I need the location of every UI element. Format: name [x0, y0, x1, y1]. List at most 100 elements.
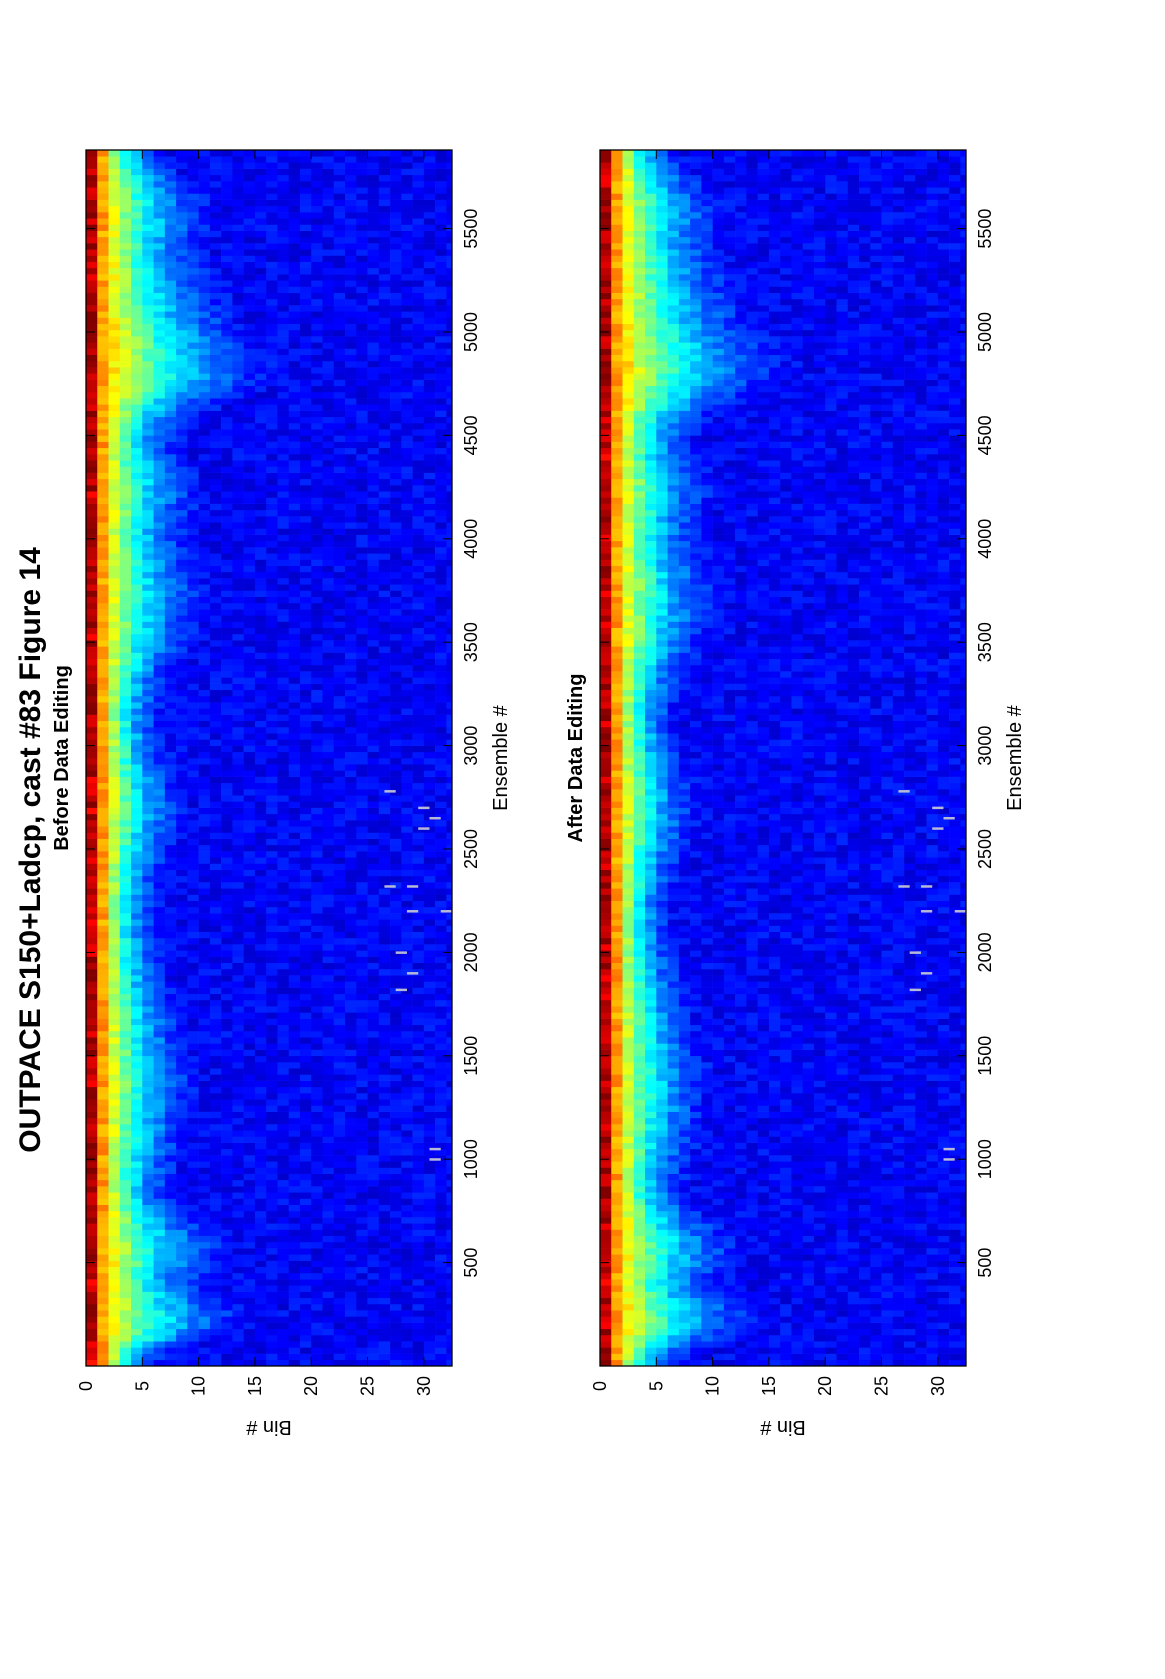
heatmap-cell [254, 1359, 267, 1367]
heatmap-cell [266, 1086, 278, 1094]
heatmap-cell [435, 466, 447, 473]
heatmap-cell [333, 906, 346, 914]
heatmap-cell [356, 925, 368, 933]
heatmap-cell [254, 807, 267, 815]
heatmap-cell [367, 534, 380, 542]
heatmap-cell [401, 540, 413, 548]
heatmap-cell [221, 1285, 233, 1292]
heatmap-cell [97, 1229, 109, 1237]
heatmap-cell [435, 1186, 447, 1193]
heatmap-cell [164, 1186, 177, 1193]
heatmap-cell [412, 1334, 425, 1342]
heatmap-cell [232, 993, 244, 1001]
heatmap-cell [119, 1173, 132, 1181]
heatmap-cell [345, 1279, 357, 1286]
heatmap-cell [356, 547, 368, 554]
heatmap-cell [390, 1266, 402, 1274]
heatmap-cell [311, 1030, 323, 1038]
heatmap-cell [333, 689, 346, 697]
heatmap-cell [86, 702, 98, 709]
heatmap-cell [221, 720, 233, 728]
heatmap-cell [131, 937, 143, 945]
heatmap-cell [243, 1241, 256, 1249]
heatmap-cell [299, 584, 312, 591]
heatmap-cell [322, 633, 335, 641]
heatmap-cell [131, 726, 143, 734]
heatmap-cell [367, 863, 380, 870]
heatmap-cell [164, 571, 177, 579]
heatmap-cell [131, 1204, 143, 1212]
heatmap-cell [277, 615, 290, 622]
heatmap-cell [299, 1341, 312, 1348]
heatmap-cell [333, 497, 346, 504]
heatmap-cell [277, 491, 290, 498]
heatmap-cell [97, 429, 109, 436]
heatmap-cell [153, 522, 166, 529]
heatmap-cell [345, 1241, 357, 1249]
heatmap-cell [164, 671, 177, 678]
heatmap-cell [333, 863, 346, 870]
heatmap-cell [299, 1223, 312, 1230]
heatmap-cell [187, 1080, 199, 1088]
heatmap-cell [277, 633, 290, 641]
heatmap-cell [333, 764, 346, 771]
heatmap-cell [311, 1012, 323, 1019]
heatmap-cell [322, 1217, 335, 1224]
heatmap-cell [345, 447, 357, 455]
heatmap-cell [401, 1328, 413, 1336]
heatmap-cell [345, 795, 357, 802]
heatmap-cell [423, 1099, 436, 1106]
heatmap-cell [198, 497, 211, 504]
heatmap-cell [390, 1179, 402, 1187]
heatmap-cell [401, 851, 413, 858]
heatmap-cell [131, 1210, 143, 1218]
heatmap-cell [299, 640, 312, 647]
heatmap-cell [412, 838, 425, 846]
heatmap-cell [288, 1037, 301, 1044]
heatmap-cell [299, 1297, 312, 1305]
heatmap-cell [299, 1124, 312, 1131]
heatmap-cell [333, 485, 346, 492]
heatmap-cell [108, 987, 121, 995]
heatmap-cell [232, 1024, 244, 1032]
heatmap-cell [356, 993, 368, 1001]
heatmap-cell [176, 1012, 188, 1019]
heatmap-cell [97, 950, 109, 957]
heatmap-cell [322, 1068, 335, 1075]
heatmap-cell [164, 1198, 177, 1205]
heatmap-cell [209, 820, 222, 827]
heatmap-cell [446, 1353, 453, 1361]
heatmap-cell [119, 447, 132, 455]
heatmap-cell [401, 900, 413, 908]
heatmap-cell [131, 578, 143, 585]
heatmap-cell [446, 547, 453, 554]
heatmap-cell [401, 894, 413, 901]
heatmap-cell [232, 857, 244, 864]
heatmap-cell [187, 1049, 199, 1057]
heatmap-cell [266, 460, 278, 467]
heatmap-cell [153, 1359, 166, 1367]
heatmap-cell [97, 832, 109, 839]
heatmap-cell [401, 795, 413, 802]
heatmap-cell [423, 900, 436, 908]
heatmap-cell [345, 454, 357, 461]
heatmap-cell [209, 925, 222, 933]
heatmap-cell [446, 516, 453, 523]
heatmap-cell [288, 770, 301, 777]
heatmap-cell [412, 497, 425, 504]
heatmap-cell [299, 739, 312, 746]
heatmap-cell [119, 1062, 132, 1069]
heatmap-cell [209, 745, 222, 753]
heatmap-cell [423, 534, 436, 542]
heatmap-cell [131, 596, 143, 604]
heatmap-cell [401, 590, 413, 597]
heatmap-cell [254, 454, 267, 461]
heatmap-cell [119, 1086, 132, 1094]
heatmap-cell [176, 776, 188, 784]
heatmap-cell [378, 454, 391, 461]
heatmap-cell [367, 1341, 380, 1348]
heatmap-cell [288, 1316, 301, 1323]
heatmap-cell [311, 888, 323, 895]
heatmap-cell [221, 1223, 233, 1230]
